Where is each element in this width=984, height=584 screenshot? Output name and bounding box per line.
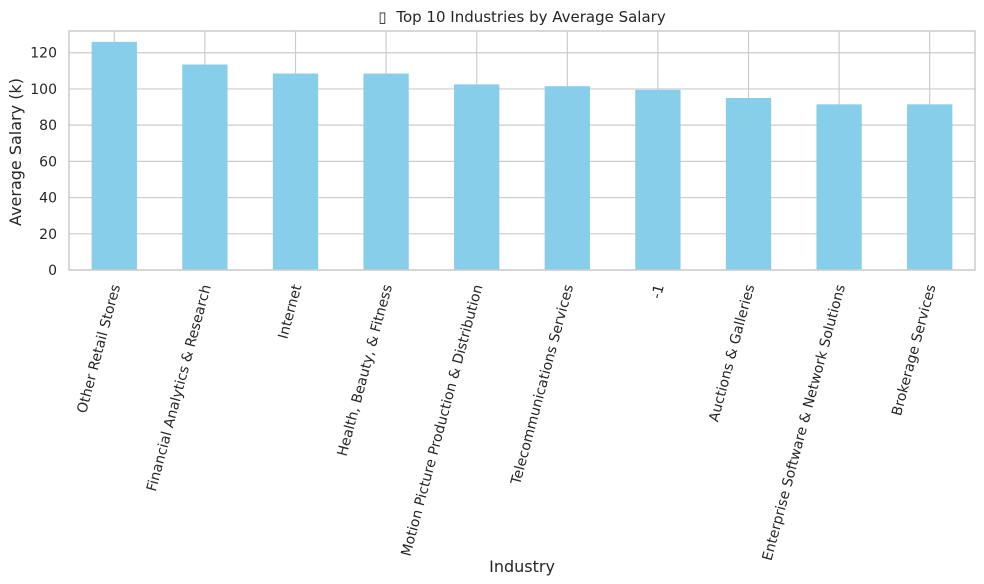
bar-4	[454, 84, 500, 271]
y-tick-label-4: 80	[39, 118, 57, 134]
bar-5	[544, 86, 590, 271]
x-tick-label-8: Enterprise Software & Network Solutions	[760, 283, 849, 563]
x-tick-label-9: Brokerage Services	[889, 283, 939, 418]
bar-2	[272, 73, 319, 270]
x-tick-label-1: Financial Analytics & Research	[144, 283, 215, 493]
y-tick-label-3: 60	[39, 154, 57, 170]
chart-title-text: Top 10 Industries by Average Salary	[395, 8, 666, 26]
x-tick-label-0: Other Retail Stores	[74, 283, 124, 415]
bar-1	[182, 64, 228, 270]
y-tick-label-5: 100	[30, 82, 57, 98]
bar-9	[907, 104, 953, 270]
x-tick-label-3: Health, Beauty, & Fitness	[335, 283, 396, 458]
x-tick-label-4: Motion Picture Production & Distribution	[399, 283, 487, 558]
bar-8	[816, 104, 862, 270]
plot-area-border	[68, 30, 976, 271]
bar-0	[91, 41, 137, 271]
bar-3	[363, 73, 409, 270]
bars	[91, 41, 953, 271]
axes-frame	[68, 30, 976, 271]
y-tick-label-1: 20	[39, 227, 57, 243]
x-tick-label-7: Auctions & Galleries	[706, 283, 758, 424]
y-tick-label-2: 40	[39, 191, 57, 207]
x-axis-label: Industry	[489, 557, 555, 576]
y-tick-label-0: 0	[48, 263, 57, 279]
x-tick-label-2: Internet	[276, 282, 306, 340]
title-missing-glyph-icon: ▯	[378, 8, 386, 26]
chart-title: ▯ Top 10 Industries by Average Salary	[378, 8, 666, 26]
x-tick-label-6: -1	[649, 283, 668, 301]
x-tick-label-5: Telecommunications Services	[508, 283, 577, 487]
y-tick-labels: 0 20 40 60 80 100 120	[30, 46, 57, 279]
bar-7	[725, 97, 772, 270]
x-tick-labels: Other Retail Stores Financial Analytics &…	[74, 282, 939, 562]
y-tick-label-6: 120	[30, 46, 57, 62]
bar-6	[635, 89, 681, 270]
y-axis-label: Average Salary (k)	[6, 78, 25, 226]
